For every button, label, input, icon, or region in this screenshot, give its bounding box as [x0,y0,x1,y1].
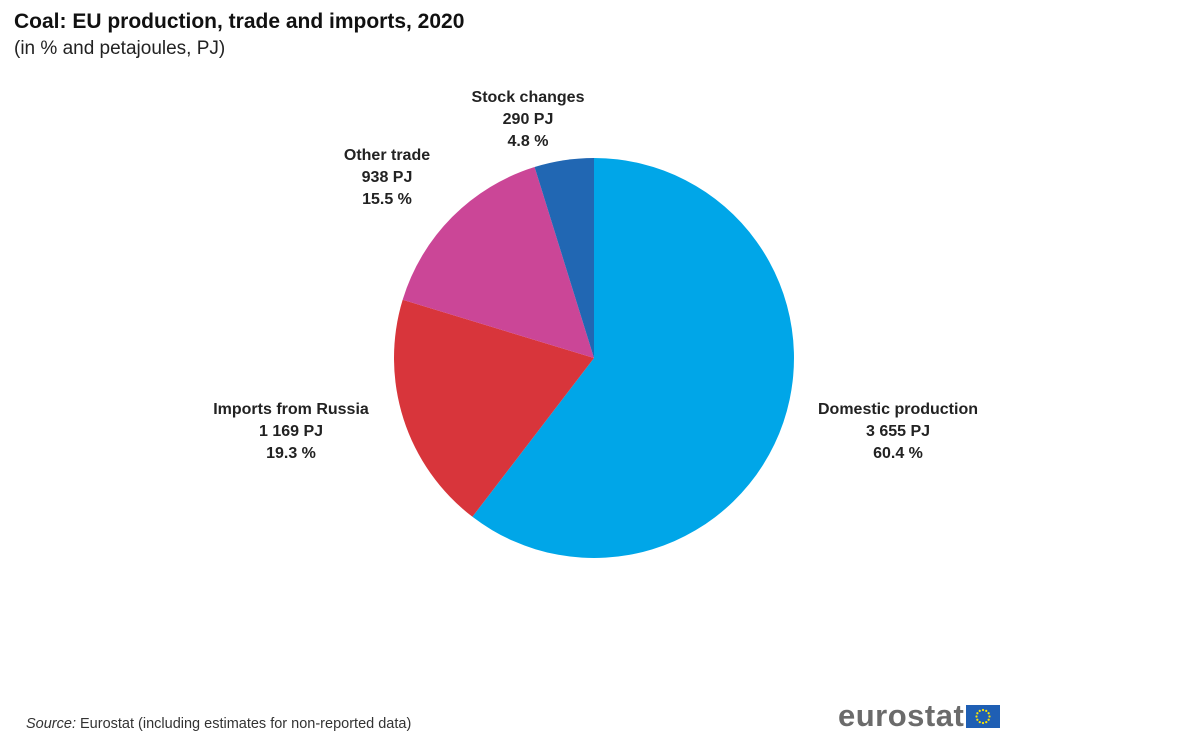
pie-slices [394,158,794,558]
eurostat-wordmark: eurostat [838,698,965,733]
slice-value: 3 655 PJ [866,423,930,440]
eurostat-logo: eurostat [838,698,1001,734]
slice-value: 938 PJ [362,169,413,186]
slice-name: Other trade [344,147,430,164]
source-note: Source: Eurostat (including estimates fo… [26,716,411,732]
slice-label-domestic-production: Domestic production 3 655 PJ 60.4 % [818,401,978,462]
eu-flag-star [982,708,985,711]
pie-chart: Domestic production 3 655 PJ 60.4 % Imports… [213,89,978,558]
eu-flag-icon [966,704,1001,728]
eu-flag-star [978,720,982,723]
eu-flag-star [976,718,979,721]
slice-percent: 4.8 % [508,133,549,150]
eu-flag-star [985,720,988,723]
slice-percent: 15.5 % [362,191,412,208]
pie-labels: Domestic production 3 655 PJ 60.4 % Imports… [213,89,978,462]
slice-label-imports-from-russia: Imports from Russia 1 169 PJ 19.3 % [213,401,369,462]
eu-flag-star [987,711,991,714]
slice-percent: 19.3 % [266,445,316,462]
slice-name: Domestic production [818,401,978,418]
slice-value: 290 PJ [503,111,554,128]
eu-flag-star [982,721,985,724]
eu-flag-star [976,711,979,714]
chart-title: Coal: EU production, trade and imports, … [14,10,465,33]
slice-label-stock-changes: Stock changes 290 PJ 4.8 % [472,89,585,150]
source-text: Eurostat (including estimates for non-re… [80,716,412,732]
slice-value: 1 169 PJ [259,423,323,440]
pie-slice-imports-from-russia [394,299,594,517]
eu-flag-star [985,709,988,712]
pie-slice-other-trade [402,167,594,358]
chart-subtitle: (in % and petajoules, PJ) [14,38,226,59]
slice-label-other-trade: Other trade 938 PJ 15.5 % [344,147,430,208]
slice-name: Imports from Russia [213,401,369,418]
eu-flag-star [988,714,991,718]
eu-flag-star [975,714,978,718]
eu-flag-star [987,718,991,721]
slice-percent: 60.4 % [873,445,923,462]
slice-name: Stock changes [472,89,585,106]
pie-slice-stock-changes [534,158,594,358]
source-prefix: Source: [26,716,76,732]
pie-slice-domestic-production [472,158,794,558]
eu-flag-star [978,709,982,712]
